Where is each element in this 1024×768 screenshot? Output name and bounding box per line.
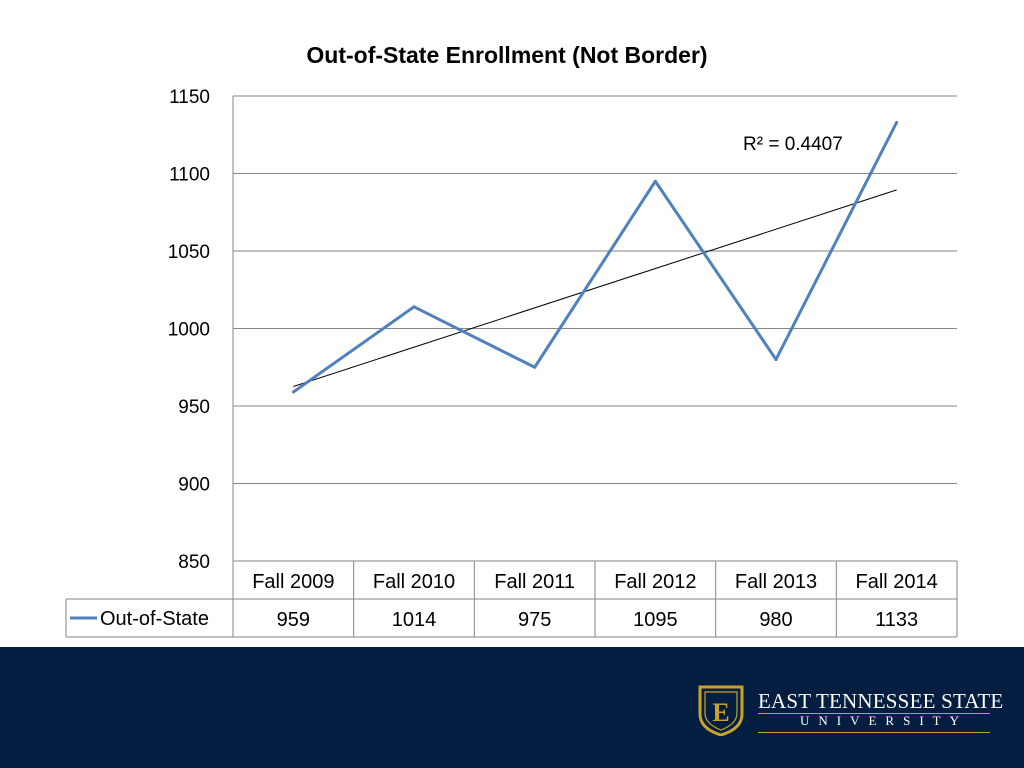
data-table-value: 1133 (875, 609, 918, 631)
data-table-value: 1014 (392, 609, 437, 631)
footer-bar (0, 647, 1024, 768)
data-point (895, 120, 899, 124)
x-tick-label: Fall 2013 (735, 571, 817, 593)
data-table-value: 980 (759, 609, 792, 631)
logo-divider (758, 713, 990, 714)
trendline (293, 189, 897, 387)
data-point (291, 390, 295, 394)
chart-title: Out-of-State Enrollment (Not Border) (306, 42, 707, 68)
data-point (412, 305, 416, 309)
trendline-r2-label: R² = 0.4407 (743, 134, 843, 155)
logo-letter: E (712, 698, 729, 727)
logo-name: EAST TENNESSEE STATE (758, 689, 1004, 713)
y-tick-label: 950 (178, 397, 210, 418)
series-line (292, 121, 899, 394)
data-point (533, 365, 537, 369)
logo-divider-bottom (758, 732, 990, 733)
data-point (653, 179, 657, 183)
x-tick-label: Fall 2014 (856, 571, 938, 593)
y-tick-label: 1000 (168, 320, 210, 341)
y-tick-label: 1150 (169, 87, 210, 108)
x-tick-label: Fall 2009 (252, 571, 334, 593)
chart: Out-of-State Enrollment (Not Border) 850 9… (65, 42, 958, 638)
data-table-value: 1095 (633, 609, 678, 631)
data-point (774, 358, 778, 361)
legend-label: Out-of-State (100, 608, 209, 630)
logo-subtitle: UNIVERSITY (800, 713, 968, 728)
x-tick-label: Fall 2012 (614, 571, 696, 593)
university-shield-icon: E (698, 685, 744, 736)
y-tick-label: 900 (178, 475, 210, 496)
data-table-value: 959 (277, 609, 310, 631)
x-tick-label: Fall 2010 (373, 571, 455, 593)
y-tick-label: 1050 (168, 242, 210, 263)
y-tick-label: 850 (178, 552, 210, 573)
data-table-value: 975 (518, 609, 551, 631)
y-tick-label: 1100 (169, 165, 210, 186)
x-tick-label: Fall 2011 (494, 571, 575, 593)
